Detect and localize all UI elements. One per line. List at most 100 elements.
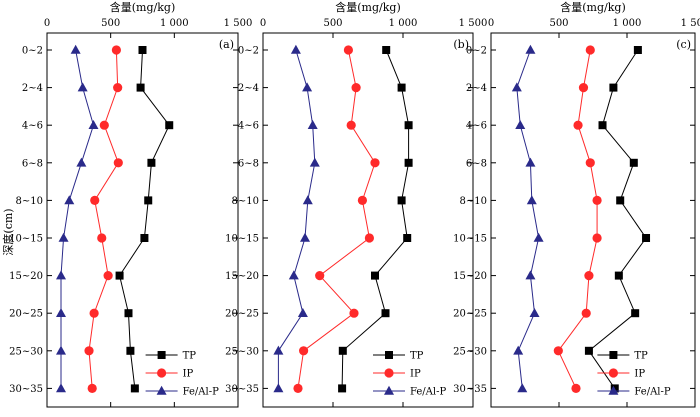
panel-3-ip-point	[573, 120, 583, 130]
panel-1-label: (a)	[219, 38, 234, 51]
panel-2-ip-point	[343, 45, 353, 55]
panel-2-fealp-point	[288, 270, 299, 280]
panel-1-x-tick-label: 1 000	[160, 18, 189, 29]
panel-1-ip-point	[90, 195, 100, 205]
panel-1-ip-point	[113, 83, 123, 93]
panel-1-x-axis-title: 含量(mg/kg)	[110, 0, 175, 14]
panel-1-ip-point	[89, 308, 99, 318]
panel-3-ip-point	[571, 383, 581, 393]
panel-3-tp-point	[642, 234, 651, 242]
panel-3-ip-point	[592, 195, 602, 205]
panel-1-x-tick-label: 500	[101, 18, 120, 29]
panel-2-tp-point	[338, 384, 347, 393]
panel-3-y-tick-label: 10~15	[453, 234, 487, 245]
panel-2-x-axis-title: 含量(mg/kg)	[335, 0, 400, 14]
panel-2-fealp-point	[307, 120, 318, 129]
panel-3-tp-point	[598, 121, 607, 130]
panel-3-fealp-point	[526, 195, 537, 205]
panel-2-tp-point	[382, 46, 391, 54]
panel-3-y-tick-label: 8~10	[460, 196, 487, 207]
panel-1-fealp-point	[56, 345, 67, 355]
panel-2-y-tick-label: 2~4	[238, 83, 259, 94]
panel-3-legend-marker	[609, 351, 618, 359]
panel-1-y-tick-label: 15~20	[9, 271, 43, 282]
y-axis-title: 深度(cm)	[1, 208, 15, 255]
panel-2-y-tick-label: 20~25	[225, 309, 259, 320]
panel-1-series-fealp-line	[60, 49, 94, 389]
panel-1-tp-point	[130, 384, 139, 393]
panel-1-tp-point	[165, 121, 174, 130]
panel-2-fealp-point	[273, 345, 284, 355]
panel-2-ip-point	[370, 158, 380, 168]
panel-1-fealp-point	[56, 270, 67, 280]
panel-1-y-tick-label: 20~25	[9, 309, 43, 320]
panel-3-x-axis-title: 含量(mg/kg)	[560, 0, 625, 14]
panel-1-legend-marker	[157, 351, 166, 359]
panel-1-tp-point	[136, 83, 145, 92]
panel-1-y-tick-label: 4~6	[22, 121, 43, 132]
panel-3-ip-point	[584, 271, 594, 281]
panel-2-ip-point	[346, 120, 356, 130]
panel-1-legend-label: TP	[183, 351, 197, 362]
panel-2-legend-label: Fe/Al-P	[410, 387, 446, 398]
panel-2-legend-label: IP	[410, 369, 421, 380]
panel-1-tp-point	[124, 309, 133, 318]
panel-1-ip-point	[99, 120, 109, 130]
panel-2-ip-point	[315, 271, 325, 281]
panel-2-tp-point	[404, 158, 413, 167]
panel-3-y-tick-label: 4~6	[466, 121, 487, 132]
panel-1-x-tick-label: 1 500	[224, 18, 253, 29]
panel-2-legend-marker	[384, 385, 394, 395]
panel-1-x-tick-label: 0	[44, 18, 50, 29]
panel-3-x-tick-label: 1 500	[681, 18, 700, 29]
panel-3-fealp-point	[533, 232, 544, 242]
panel-3-x-tick-label: 500	[549, 18, 568, 29]
panel-3-fealp-point	[525, 157, 536, 167]
panel-3-y-tick-label: 6~8	[466, 158, 487, 169]
panel-2-x-tick-label: 1 000	[389, 18, 418, 29]
panel-1-ip-point	[84, 346, 94, 356]
panel-2-fealp-point	[300, 232, 310, 242]
panel-1-y-tick-label: 0~2	[22, 46, 43, 57]
panel-1-fealp-point	[56, 308, 67, 317]
panel-3-tp-point	[614, 271, 623, 280]
panel-2-tp-point	[381, 309, 390, 318]
panel-1-tp-point	[126, 346, 135, 355]
panel-1-ip-point	[111, 45, 121, 55]
panel-1-tp-point	[138, 46, 147, 54]
panel-1-legend-label: Fe/Al-P	[183, 387, 219, 398]
panel-3-x-tick-label: 1 000	[613, 18, 642, 29]
panel-3-tp-point	[609, 83, 618, 92]
panel-1-y-tick-label: 10~15	[9, 234, 43, 245]
panel-1-tp-point	[140, 234, 149, 242]
panel-3-ip-point	[578, 83, 589, 93]
panel-3-legend-label: IP	[634, 369, 645, 380]
panel-2-tp-point	[338, 346, 347, 355]
panel-3-tp-point	[584, 346, 593, 355]
panel-1-frame	[46, 32, 239, 408]
panel-2-y-tick-label: 30~35	[225, 384, 259, 395]
panel-3-fealp-point	[525, 270, 536, 280]
panel-3-y-tick-label: 2~4	[466, 83, 487, 94]
panel-2-fealp-point	[273, 383, 284, 393]
panel-3-ip-point	[581, 308, 591, 318]
panel-2-ip-point	[357, 195, 367, 205]
panel-1-fealp-point	[76, 157, 87, 167]
panel-3-ip-point	[553, 346, 563, 356]
panel-3-ip-point	[585, 158, 595, 168]
panel-2-y-tick-label: 15~20	[225, 271, 259, 282]
panel-2-x-tick-label: 500	[323, 18, 342, 29]
panel-1-fealp-point	[70, 44, 81, 54]
panel-3-fealp-point	[525, 44, 536, 54]
panel-2-tp-point	[403, 234, 412, 242]
panel-1-tp-point	[115, 271, 124, 280]
panel-3-fealp-point	[517, 383, 528, 393]
panel-1-legend-marker	[156, 385, 167, 395]
panel-2-series-ip-line	[297, 49, 376, 389]
panel-2-series-fealp-line	[277, 49, 316, 389]
panel-3-y-tick-label: 0~2	[466, 46, 487, 57]
panel-2-y-tick-label: 6~8	[238, 158, 259, 169]
panel-1-fealp-point	[56, 383, 67, 393]
